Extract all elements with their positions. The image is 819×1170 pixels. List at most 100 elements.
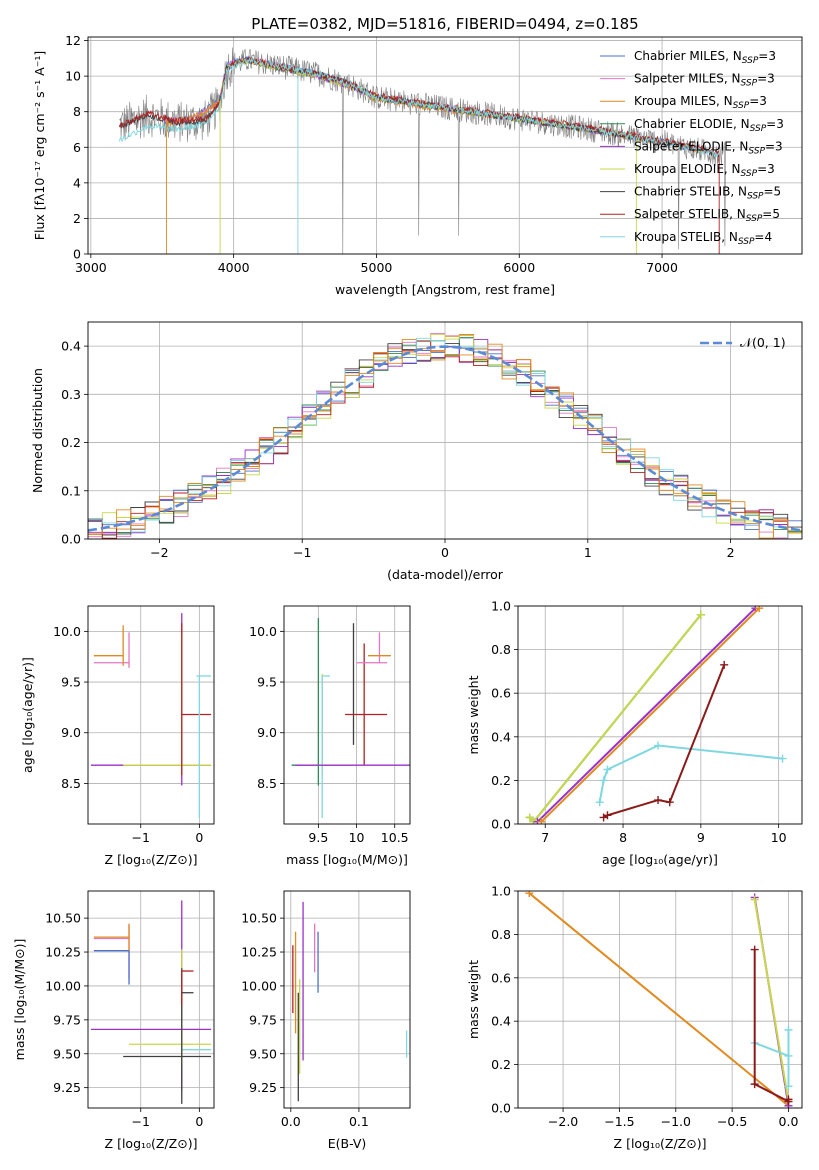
series-marker bbox=[525, 891, 534, 898]
y-tick-label: 10.0 bbox=[249, 624, 277, 639]
series-marker bbox=[784, 1082, 793, 1091]
y-tick-label: 0.8 bbox=[491, 642, 511, 657]
x-tick-label: 4000 bbox=[218, 260, 250, 275]
figure-title: PLATE=0382, MJD=51816, FIBERID=0494, z=0… bbox=[251, 15, 638, 33]
panel-weight-vs-age: 7 8 9 10 0.0 0.2 0.4 0.6 0.8 1.0 age [log₁₀(age/yr… bbox=[466, 599, 803, 867]
errorbar-point-5 bbox=[356, 632, 388, 664]
y-tick-label: 2 bbox=[73, 211, 81, 226]
y-tick-label: 0.8 bbox=[491, 927, 511, 942]
panel-mass-vs-EBV: 0.0 0.1 9.25 9.50 9.75 10.00 10.25 10.50 E(B-V) bbox=[241, 890, 411, 1151]
x-axis-label: (data-model)/error bbox=[387, 567, 504, 582]
panels: 3000 4000 5000 6000 7000024681012wavelength … bbox=[12, 33, 803, 1151]
axes-frame bbox=[87, 890, 215, 1109]
axes-frame bbox=[283, 605, 411, 825]
y-tick-label: 8 bbox=[73, 104, 81, 119]
legend-entry: Salpeter MILES, NSSP=3 bbox=[634, 72, 775, 89]
series-marker bbox=[784, 1095, 793, 1104]
y-tick-label: 9.0 bbox=[61, 725, 81, 740]
y-tick-label: 9.25 bbox=[53, 1080, 81, 1095]
errorbar-point-2 bbox=[321, 675, 330, 818]
x-tick-label: 6000 bbox=[503, 260, 535, 275]
y-tick-label: 0.1 bbox=[61, 483, 81, 498]
x-tick-label: 0 bbox=[195, 1114, 203, 1129]
y-tick-label: 0.0 bbox=[61, 532, 81, 547]
errorbar-point-0 bbox=[291, 618, 320, 786]
x-axis-label: age [log₁₀(age/yr)] bbox=[602, 852, 718, 867]
y-tick-label: 10.25 bbox=[45, 945, 81, 960]
errorbar-point-7 bbox=[181, 970, 194, 1005]
y-axis-label: mass [log₁₀(M/M⊙)] bbox=[12, 939, 27, 1061]
y-axis-label: Flux [fλ10⁻¹⁷ erg cm⁻² s⁻¹ A⁻¹] bbox=[32, 51, 47, 240]
y-tick-label: 9.75 bbox=[249, 1012, 277, 1027]
x-axis-label: Z [log₁₀(Z/Z⊙)] bbox=[614, 1136, 707, 1151]
series-line-2 bbox=[753, 899, 790, 1102]
y-tick-label: 9.50 bbox=[53, 1046, 81, 1061]
x-tick-label: 2 bbox=[727, 545, 735, 560]
x-tick-label: −1 bbox=[293, 545, 311, 560]
errorbar-point-1 bbox=[93, 923, 130, 951]
errorbar-point-5 bbox=[196, 675, 212, 818]
series-line-8 bbox=[118, 57, 720, 157]
y-tick-label: 10.00 bbox=[45, 978, 81, 993]
series-line-0 bbox=[528, 892, 790, 1107]
y-tick-label: 0.0 bbox=[491, 1101, 511, 1116]
y-axis-label: mass weight bbox=[466, 675, 481, 754]
plot-area bbox=[291, 618, 410, 818]
legend-entry: Salpeter ELODIE, NSSP=3 bbox=[634, 139, 783, 156]
panel-spectrum: 3000 4000 5000 6000 7000 0 2 4 6 8 10 12 wavelength … bbox=[32, 33, 803, 297]
x-tick-label: −2 bbox=[150, 545, 168, 560]
y-tick-label: 0.6 bbox=[491, 686, 511, 701]
x-axis-label: Z [log₁₀(Z/Z⊙)] bbox=[105, 1136, 198, 1151]
series-marker bbox=[755, 606, 764, 613]
legend-entry: 𝒩(0, 1) bbox=[740, 335, 786, 350]
y-tick-label: 9.0 bbox=[257, 725, 277, 740]
series-marker bbox=[750, 895, 759, 904]
axes-frame bbox=[87, 605, 215, 825]
errorbar-point-3 bbox=[123, 633, 212, 776]
panel-residual-histogram: −2 −1 0 1 2 0.0 0.1 0.2 0.3 0.4 (data-model)/error… bbox=[30, 321, 803, 582]
panel-mass-vs-Z: −1 0 9.25 9.50 9.75 10.00 10.25 10.50 Z [log₁₀(Z… bbox=[12, 890, 215, 1151]
y-tick-label: 0.0 bbox=[491, 817, 511, 832]
y-axis-label: Normed distribution bbox=[30, 368, 45, 493]
x-tick-label: 8 bbox=[619, 830, 627, 845]
plot-area bbox=[525, 891, 793, 1108]
y-tick-label: 0.2 bbox=[61, 435, 81, 450]
axes-frame bbox=[517, 890, 803, 1109]
errorbar-point-4 bbox=[345, 643, 388, 766]
series-marker bbox=[750, 1080, 759, 1089]
y-tick-label: 10 bbox=[65, 69, 81, 84]
y-tick-label: 9.25 bbox=[249, 1080, 277, 1095]
grid bbox=[518, 605, 802, 825]
x-tick-label: 0.0 bbox=[281, 1114, 301, 1129]
series-marker bbox=[599, 776, 608, 785]
y-tick-label: 10.25 bbox=[241, 945, 277, 960]
x-tick-label: 3000 bbox=[75, 260, 107, 275]
series-marker bbox=[537, 817, 546, 824]
y-tick-label: 1.0 bbox=[491, 599, 511, 614]
y-tick-label: 0.4 bbox=[491, 729, 511, 744]
x-tick-label: 0.0 bbox=[779, 1114, 799, 1129]
y-tick-label: 10.50 bbox=[45, 911, 81, 926]
plot-area bbox=[118, 47, 727, 254]
y-tick-label: 8.5 bbox=[257, 776, 277, 791]
x-tick-label: −2.0 bbox=[548, 1114, 578, 1129]
x-tick-label: 0 bbox=[195, 830, 203, 845]
legend-entry: Kroupa STELIB, NSSP=4 bbox=[634, 230, 772, 247]
errorbar-point-1 bbox=[93, 625, 124, 666]
legend-entry: Kroupa ELODIE, NSSP=3 bbox=[634, 162, 775, 179]
y-tick-label: 12 bbox=[65, 33, 81, 48]
x-axis-label: E(B-V) bbox=[328, 1136, 367, 1151]
x-tick-label: 10 bbox=[771, 830, 787, 845]
axes-frame bbox=[87, 321, 803, 540]
series-marker bbox=[696, 610, 705, 619]
y-tick-label: 6 bbox=[73, 140, 81, 155]
legend-entry: Kroupa MILES, NSSP=3 bbox=[634, 94, 767, 111]
series-marker bbox=[784, 1051, 793, 1060]
y-tick-label: 9.5 bbox=[257, 675, 277, 690]
axes-frame bbox=[517, 605, 803, 825]
series-marker bbox=[720, 660, 729, 669]
series-marker bbox=[603, 765, 612, 774]
series-marker bbox=[525, 813, 534, 822]
y-tick-label: 0.6 bbox=[491, 970, 511, 985]
y-tick-label: 0 bbox=[73, 247, 81, 262]
